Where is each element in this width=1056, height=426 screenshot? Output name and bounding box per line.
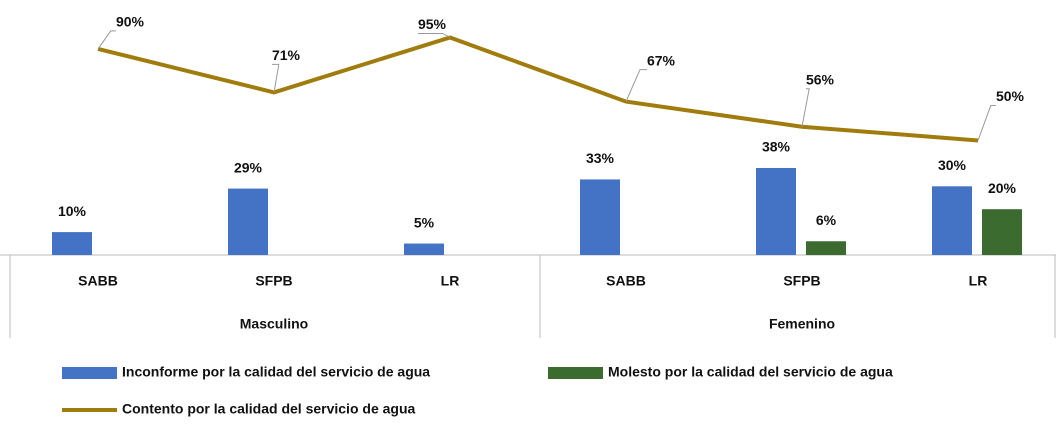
x-tick-label: SABB [78, 273, 118, 289]
data-label: 95% [418, 16, 447, 32]
leader-line [272, 63, 280, 93]
data-label: 6% [816, 212, 837, 228]
bar [806, 241, 846, 255]
bar [580, 179, 620, 255]
leader-line [418, 32, 451, 38]
group-label: Masculino [240, 316, 308, 332]
line [97, 35, 979, 143]
data-label: 56% [806, 71, 835, 87]
x-tick-label: LR [441, 273, 460, 289]
data-label: 38% [762, 139, 791, 155]
x-tick-label: LR [969, 273, 988, 289]
data-label: 67% [647, 52, 676, 68]
group-label: Femenino [769, 316, 835, 332]
data-label: 30% [938, 157, 967, 173]
data-label: 50% [996, 88, 1025, 104]
data-label: 20% [988, 180, 1017, 196]
data-label: 71% [272, 47, 301, 63]
data-label: 29% [234, 159, 263, 175]
data-label: 33% [586, 150, 615, 166]
x-tick-label: SFPB [783, 273, 820, 289]
data-label: 10% [58, 203, 87, 219]
legend-label: Molesto por la calidad del servicio de a… [608, 364, 893, 380]
legend-label: Inconforme por la calidad del servicio d… [122, 364, 430, 380]
leader-line [977, 105, 996, 141]
leader-line [625, 69, 647, 102]
leader-line [801, 88, 810, 127]
x-tick-label: SFPB [255, 273, 292, 289]
data-label: 5% [414, 214, 435, 230]
leader-line [97, 30, 116, 50]
legend-swatch [62, 367, 117, 379]
bar [982, 209, 1022, 255]
data-label: 90% [116, 14, 145, 30]
bar [52, 232, 92, 255]
bar [228, 188, 268, 255]
x-tick-label: SABB [606, 273, 646, 289]
bar [404, 243, 444, 255]
bar [756, 167, 796, 255]
bar [932, 186, 972, 255]
legend-swatch [548, 367, 603, 379]
legend-label: Contento por la calidad del servicio de … [122, 401, 416, 417]
